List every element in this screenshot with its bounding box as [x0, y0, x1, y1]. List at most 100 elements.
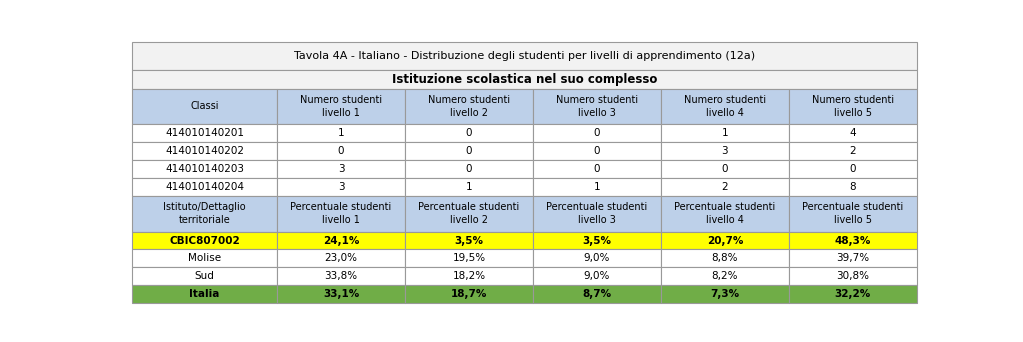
Text: 0: 0 — [465, 128, 473, 138]
Bar — [277, 160, 405, 178]
Text: 2: 2 — [849, 146, 856, 156]
Bar — [132, 42, 917, 70]
Bar — [405, 178, 533, 196]
Bar — [789, 267, 917, 285]
Bar — [405, 196, 533, 232]
Text: 0: 0 — [465, 146, 473, 156]
Text: 3,5%: 3,5% — [582, 236, 612, 246]
Text: Numero studenti
livello 3: Numero studenti livello 3 — [555, 95, 638, 118]
Text: 3: 3 — [338, 164, 345, 174]
Bar — [789, 124, 917, 142]
Text: Numero studenti
livello 2: Numero studenti livello 2 — [428, 95, 510, 118]
Bar — [132, 285, 277, 303]
Text: 8,2%: 8,2% — [712, 271, 738, 281]
Text: 3,5%: 3,5% — [454, 236, 484, 246]
Text: Classi: Classi — [190, 102, 219, 111]
Bar — [132, 178, 277, 196]
Bar — [661, 178, 789, 196]
Bar — [132, 267, 277, 285]
Text: Percentuale studenti
livello 1: Percentuale studenti livello 1 — [291, 202, 392, 225]
Text: 1: 1 — [721, 128, 728, 138]
Bar — [277, 142, 405, 160]
Text: Numero studenti
livello 1: Numero studenti livello 1 — [300, 95, 382, 118]
Text: 3: 3 — [721, 146, 728, 156]
Text: Numero studenti
livello 4: Numero studenti livello 4 — [683, 95, 766, 118]
Bar — [661, 249, 789, 267]
Bar — [661, 232, 789, 249]
Text: 3: 3 — [338, 182, 345, 192]
Text: Percentuale studenti
livello 4: Percentuale studenti livello 4 — [674, 202, 775, 225]
Bar — [789, 232, 917, 249]
Bar — [132, 196, 277, 232]
Bar — [277, 178, 405, 196]
Bar — [132, 160, 277, 178]
Text: 414010140204: 414010140204 — [165, 182, 243, 192]
Bar — [533, 142, 661, 160]
Text: CBIC807002: CBIC807002 — [169, 236, 239, 246]
Bar — [405, 89, 533, 124]
Text: Molise: Molise — [188, 253, 221, 263]
Bar — [789, 160, 917, 178]
Bar — [661, 196, 789, 232]
Text: 414010140202: 414010140202 — [165, 146, 243, 156]
Text: 30,8%: 30,8% — [836, 271, 870, 281]
Text: Tavola 4A - Italiano - Distribuzione degli studenti per livelli di apprendimento: Tavola 4A - Italiano - Distribuzione deg… — [294, 51, 755, 61]
Bar — [132, 142, 277, 160]
Bar — [405, 285, 533, 303]
Text: 19,5%: 19,5% — [452, 253, 486, 263]
Text: 9,0%: 9,0% — [584, 271, 610, 281]
Text: 1: 1 — [338, 128, 345, 138]
Bar — [533, 267, 661, 285]
Text: 8: 8 — [849, 182, 856, 192]
Bar — [533, 196, 661, 232]
Bar — [405, 142, 533, 160]
Text: 0: 0 — [721, 164, 728, 174]
Text: 39,7%: 39,7% — [836, 253, 870, 263]
Bar — [277, 267, 405, 285]
Bar — [405, 267, 533, 285]
Bar — [277, 232, 405, 249]
Text: 0: 0 — [338, 146, 345, 156]
Text: 8,8%: 8,8% — [712, 253, 738, 263]
Text: 0: 0 — [593, 164, 601, 174]
Bar — [789, 249, 917, 267]
Text: Istituto/Dettaglio
territoriale: Istituto/Dettaglio territoriale — [163, 202, 246, 225]
Text: 414010140203: 414010140203 — [165, 164, 243, 174]
Bar — [533, 232, 661, 249]
Text: 0: 0 — [593, 128, 601, 138]
Text: 24,1%: 24,1% — [323, 236, 359, 246]
Text: Percentuale studenti
livello 5: Percentuale studenti livello 5 — [802, 202, 903, 225]
Text: 1: 1 — [465, 182, 473, 192]
Text: Numero studenti
livello 5: Numero studenti livello 5 — [811, 95, 894, 118]
Text: Percentuale studenti
livello 3: Percentuale studenti livello 3 — [546, 202, 648, 225]
Text: Sud: Sud — [194, 271, 215, 281]
Bar — [789, 89, 917, 124]
Text: 0: 0 — [593, 146, 601, 156]
Text: 48,3%: 48,3% — [835, 236, 871, 246]
Text: 0: 0 — [849, 164, 856, 174]
Bar — [661, 124, 789, 142]
Bar — [789, 196, 917, 232]
Text: 8,7%: 8,7% — [582, 289, 612, 299]
Bar — [277, 249, 405, 267]
Bar — [789, 285, 917, 303]
Bar — [132, 232, 277, 249]
Text: Istituzione scolastica nel suo complesso: Istituzione scolastica nel suo complesso — [392, 73, 657, 86]
Text: 9,0%: 9,0% — [584, 253, 610, 263]
Bar — [277, 285, 405, 303]
Bar — [405, 124, 533, 142]
Bar — [661, 89, 789, 124]
Text: 32,2%: 32,2% — [835, 289, 871, 299]
Text: 1: 1 — [593, 182, 601, 192]
Text: 23,0%: 23,0% — [324, 253, 357, 263]
Bar — [661, 285, 789, 303]
Text: 2: 2 — [721, 182, 728, 192]
Text: 18,7%: 18,7% — [451, 289, 487, 299]
Text: 33,1%: 33,1% — [323, 289, 359, 299]
Bar — [277, 124, 405, 142]
Bar — [661, 142, 789, 160]
Bar — [405, 232, 533, 249]
Text: 0: 0 — [465, 164, 473, 174]
Bar — [533, 89, 661, 124]
Bar — [533, 285, 661, 303]
